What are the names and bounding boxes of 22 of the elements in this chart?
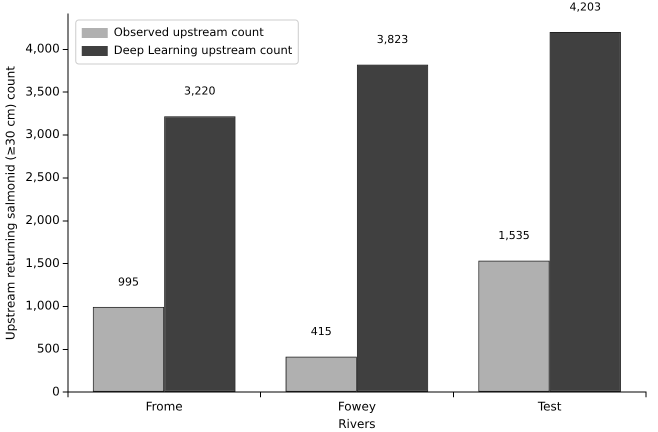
text: 1,535: [498, 229, 530, 242]
y-tick-label: 0: [52, 384, 60, 398]
text: 3,823: [376, 32, 408, 46]
y-tick-label: 4,000: [25, 42, 60, 56]
y-tick-label: 3,000: [25, 127, 60, 142]
legend-label: Deep Learning upstream count: [114, 42, 293, 57]
x-axis-title: Rivers: [338, 416, 376, 431]
y-axis-title: Upstream returning salmonid (≥30 cm) count: [3, 66, 18, 340]
text: 3,220: [184, 84, 216, 98]
y-tick-label: 3,500: [25, 84, 60, 98]
text: 415: [310, 324, 332, 338]
y-tick-label: 500: [36, 341, 60, 356]
y-tick-label: 2,500: [25, 170, 60, 184]
x-tick-label: Test: [536, 400, 562, 414]
y-tick-label: 1,000: [25, 298, 60, 313]
x-tick-label: Fowey: [338, 400, 376, 414]
text: 995: [118, 275, 139, 288]
legend-label: Observed upstream count: [114, 24, 264, 39]
text: 4,203: [570, 0, 602, 14]
y-tick-label: 2,000: [25, 212, 60, 227]
y-tick-label: 1,500: [25, 256, 60, 270]
x-tick-label: Frome: [146, 400, 183, 414]
